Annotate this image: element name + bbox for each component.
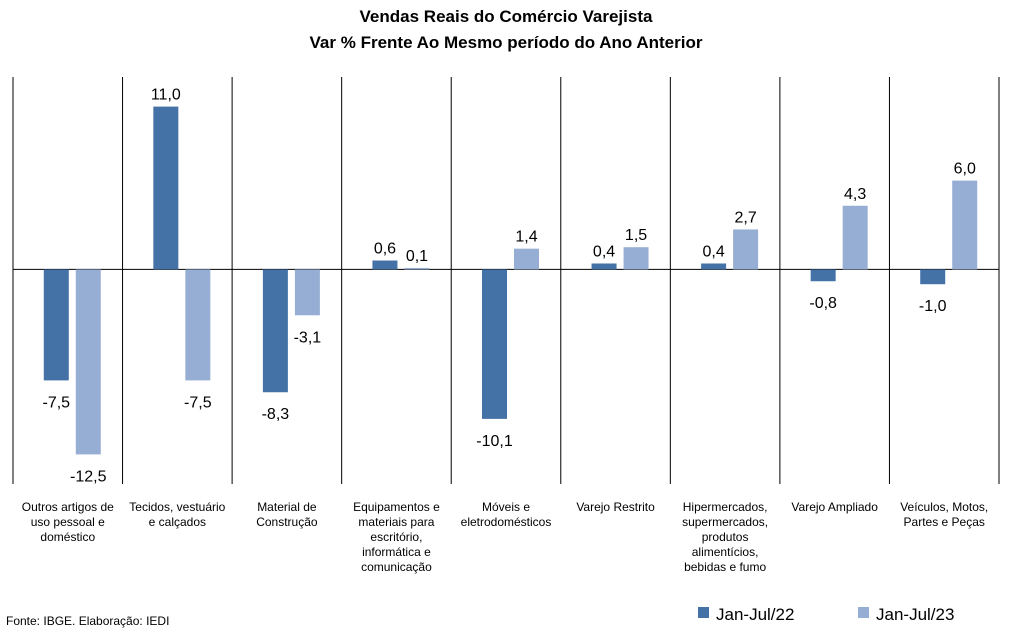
category-label-line: Veículos, Motos,: [900, 500, 988, 514]
bar-series-2: [952, 180, 978, 270]
category-label-line: comunicação: [361, 560, 432, 574]
data-label-series-1: -0,8: [809, 295, 837, 312]
category-label: Veículos, Motos, Partes e Peças: [900, 500, 988, 529]
data-label-series-1: -1,0: [919, 298, 947, 315]
chart-title: Vendas Reais do Comércio Varejista: [360, 7, 653, 26]
category-label-line: informática e: [362, 545, 431, 559]
bar-series-2: [842, 205, 868, 270]
bar-series-2: [294, 269, 320, 316]
data-label-series-2: 1,4: [515, 229, 537, 246]
source-note: Fonte: IBGE. Elaboração: IEDI: [6, 614, 169, 628]
bar-series-1: [372, 260, 398, 270]
category-label-line: eletrodomésticos: [461, 515, 552, 529]
category-label: Varejo Restrito: [576, 500, 655, 514]
category-label-line: Hipermercados,: [683, 500, 768, 514]
data-label-series-1: 11,0: [151, 87, 181, 104]
bar-series-1: [262, 269, 288, 393]
category-label-line: Material de: [257, 500, 317, 514]
category-label: Material de Construção: [256, 500, 318, 529]
chart-subtitle: Var % Frente Ao Mesmo período do Ano Ant…: [310, 33, 703, 52]
data-label-series-1: 0,6: [374, 241, 396, 258]
data-label-series-1: -10,1: [476, 433, 513, 450]
category-label: Móveis e eletrodomésticos: [461, 500, 552, 529]
category-label-line: produtos: [702, 530, 749, 544]
data-label-series-2: -12,5: [70, 468, 107, 485]
category-label-line: materiais para: [358, 515, 434, 529]
bar-series-2: [404, 267, 430, 270]
bar-series-1: [482, 269, 507, 419]
data-label-series-2: 2,7: [734, 209, 756, 226]
bar-series-2: [185, 269, 211, 381]
category-label-line: bebidas e fumo: [684, 560, 766, 574]
category-label-line: supermercados,: [682, 515, 768, 529]
data-label-series-1: -8,3: [262, 406, 290, 423]
category-label-line: e calçados: [149, 515, 206, 529]
category-label-line: escritório,: [370, 530, 422, 544]
data-label-series-2: 4,3: [844, 186, 866, 203]
legend-label-series-1: Jan-Jul/22: [716, 605, 794, 624]
bar-series-2: [623, 247, 649, 270]
category-label: Varejo Ampliado: [791, 500, 878, 514]
category-label-line: Equipamentos e: [353, 500, 440, 514]
legend: Jan-Jul/22 Jan-Jul/23: [698, 605, 954, 624]
bar-series-1: [591, 263, 617, 270]
category-label: Equipamentos e materiais para escritório, i…: [353, 500, 440, 574]
legend-swatch-series-2: [858, 607, 869, 618]
legend-swatch-series-1: [698, 607, 709, 618]
category-label-line: uso pessoal e: [31, 515, 105, 529]
category-label-line: Outros artigos de: [22, 500, 114, 514]
data-label-series-2: -7,5: [184, 394, 212, 411]
bar-series-2: [733, 229, 759, 270]
data-label-series-2: -3,1: [294, 329, 322, 346]
category-label-line: Varejo Restrito: [576, 500, 655, 514]
legend-label-series-2: Jan-Jul/23: [876, 605, 954, 624]
bar-series-2: [75, 269, 101, 455]
category-label-line: Varejo Ampliado: [791, 500, 878, 514]
bar-series-1: [153, 106, 179, 270]
category-label-line: doméstico: [40, 530, 95, 544]
category-label: Hipermercados, supermercados, produtos alim…: [682, 500, 768, 574]
data-label-series-2: 6,0: [954, 161, 976, 178]
category-label-line: Tecidos, vestuário: [129, 500, 225, 514]
data-label-series-1: -7,5: [42, 394, 70, 411]
category-label-line: Móveis e: [482, 500, 530, 514]
bar-series-1: [810, 269, 836, 282]
category-label: Outros artigos de uso pessoal e doméstico: [22, 500, 114, 544]
data-label-series-2: 0,1: [406, 248, 428, 265]
bar-series-2: [514, 248, 539, 270]
category-label-line: Construção: [256, 515, 318, 529]
plot-area: -7,5 11,0 -8,3 0,6 -10,1 0,4 0,4 -0,8 -1,0 -12,5 -…: [12, 77, 1000, 574]
category-label-line: alimentícios,: [692, 545, 759, 559]
data-label-series-2: 1,5: [625, 227, 647, 244]
category-label: Tecidos, vestuário e calçados: [129, 500, 225, 529]
data-label-series-1: 0,4: [702, 243, 724, 260]
data-label-series-1: 0,4: [593, 243, 615, 260]
bar-series-1: [701, 263, 727, 270]
category-label-line: Partes e Peças: [904, 515, 985, 529]
bar-series-1: [920, 269, 946, 285]
bar-series-1: [43, 269, 69, 381]
